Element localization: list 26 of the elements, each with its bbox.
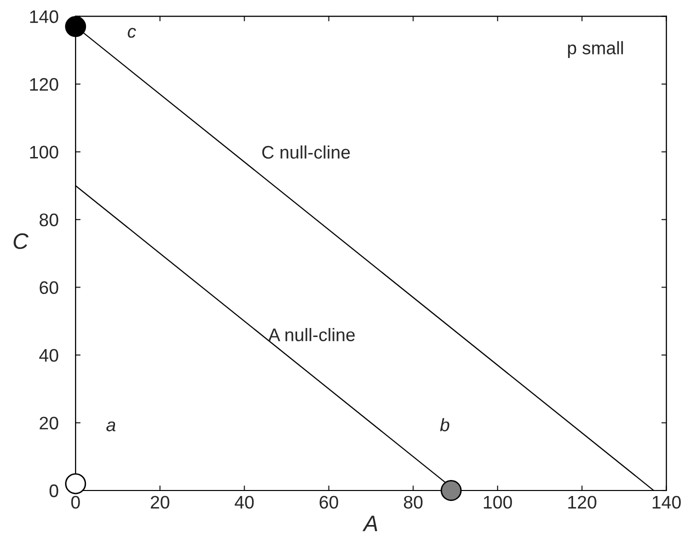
annotation: b	[440, 418, 450, 432]
y-tick-label: 120	[30, 78, 58, 91]
y-tick-label: 0	[50, 484, 58, 498]
annotation: C null-cline	[262, 145, 350, 159]
x-axis-title: A	[362, 516, 378, 532]
y-tick-label: 60	[40, 281, 58, 294]
point	[65, 16, 86, 38]
y-tick-label: 20	[40, 416, 58, 430]
x-tick-label: 60	[320, 496, 338, 509]
annotation: a	[106, 421, 116, 432]
y-tick-label: 100	[30, 146, 58, 159]
y-axis-title: C	[14, 233, 29, 250]
x-tick-label: 80	[404, 496, 423, 509]
point	[65, 473, 86, 494]
annotation: c	[128, 28, 136, 38]
x-tick-label: 0	[71, 496, 80, 509]
x-tick-label: 20	[150, 496, 170, 509]
x-tick-label: 120	[568, 496, 596, 509]
y-tick-label: 80	[40, 213, 58, 226]
y-tick-label: 40	[39, 348, 58, 362]
x-tick-label: 40	[234, 496, 254, 509]
y-tick-label: 140	[30, 10, 58, 24]
x-tick-label: 140	[652, 496, 681, 509]
x-tick-label: 100	[484, 496, 512, 509]
annotation: A null-cline	[268, 328, 355, 342]
annotation: p small	[568, 41, 623, 58]
